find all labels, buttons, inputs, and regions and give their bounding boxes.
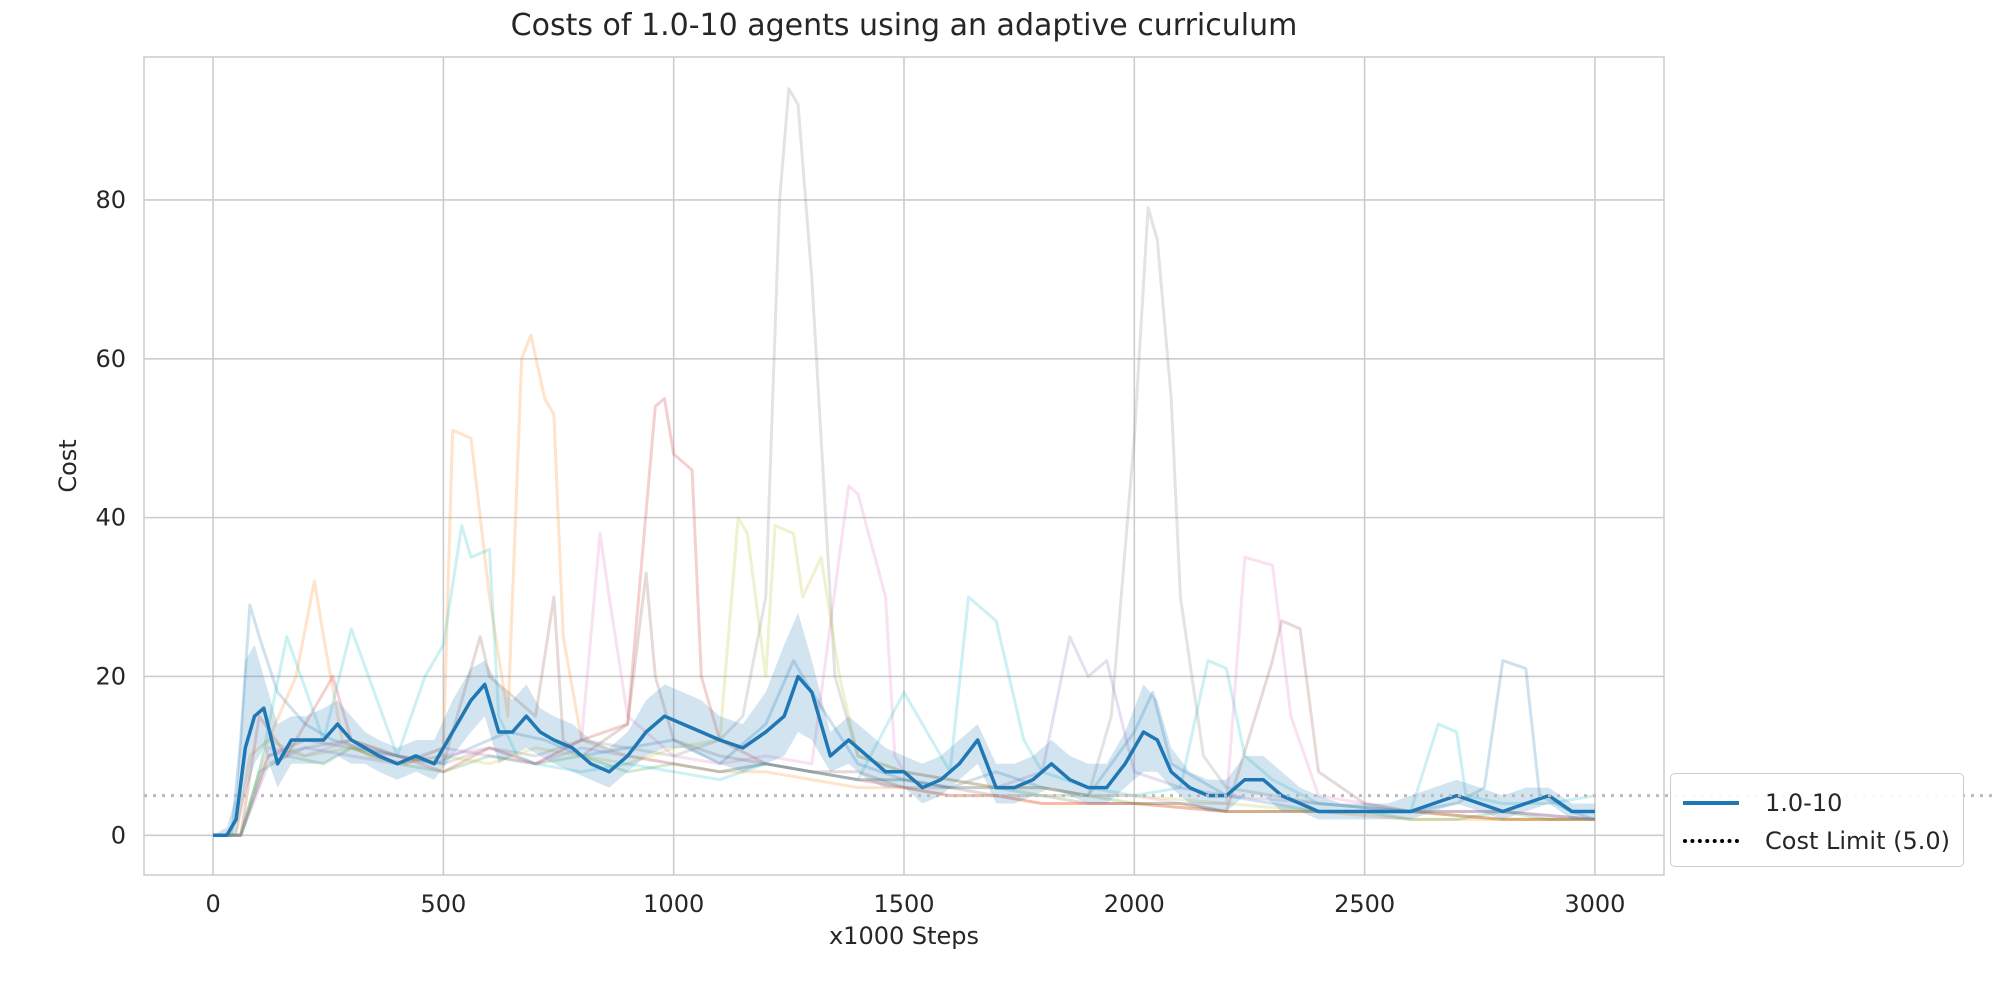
y-tick-label: 20 (95, 662, 126, 690)
individual-run-line-9 (213, 524, 1596, 837)
x-axis-label: x1000 Steps (828, 922, 980, 950)
individual-run-line-6 (213, 484, 1596, 837)
x-tick-label: 0 (205, 890, 220, 918)
individual-run-line-1 (213, 333, 1595, 837)
y-tick-label: 60 (95, 345, 126, 373)
legend-series-label: 1.0-10 (1765, 789, 1843, 817)
x-tick-label: 2000 (1104, 890, 1165, 918)
legend: 1.0-10 Cost Limit (5.0) (1670, 773, 1964, 867)
x-tick-label: 3000 (1564, 890, 1625, 918)
chart-title: Costs of 1.0-10 agents using an adaptive… (510, 8, 1298, 43)
legend-series-swatch (1683, 801, 1739, 805)
individual-run-line-5 (213, 571, 1595, 837)
y-tick-label: 0 (111, 821, 126, 849)
individual-run-line-4 (213, 635, 1596, 837)
y-axis-label: Cost (54, 439, 82, 493)
x-tick-label: 2500 (1334, 890, 1395, 918)
x-tick-label: 1000 (643, 890, 704, 918)
legend-cost-limit-swatch (1683, 839, 1739, 843)
legend-cost-limit-label: Cost Limit (5.0) (1765, 827, 1951, 855)
individual-run-line-0 (213, 603, 1596, 837)
legend-item-series: 1.0-10 (1683, 788, 1842, 818)
y-tick-label: 80 (95, 186, 126, 214)
legend-item-cost-limit: Cost Limit (5.0) (1683, 826, 1950, 856)
series-line (213, 674, 1595, 838)
y-tick-label: 40 (95, 504, 126, 532)
x-tick-label: 500 (420, 890, 466, 918)
individual-run-line-7 (213, 87, 1596, 837)
x-tick-label: 1500 (873, 890, 934, 918)
